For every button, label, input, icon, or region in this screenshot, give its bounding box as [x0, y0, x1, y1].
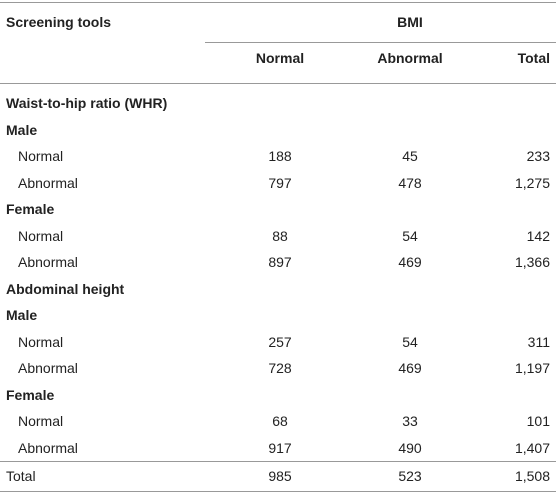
group-title: Male: [6, 307, 38, 323]
row-label: Abnormal: [18, 439, 78, 456]
cell: 54: [402, 227, 418, 244]
stub-header: Screening tools: [6, 14, 112, 30]
cell: 188: [268, 148, 292, 164]
total-label: Total: [6, 468, 36, 484]
cell: 257: [268, 333, 292, 350]
cell: 478: [398, 174, 422, 191]
cell: 1,407: [514, 439, 550, 456]
total-rule: [0, 461, 556, 462]
cell: 54: [402, 333, 418, 350]
group-title: Female: [6, 201, 55, 217]
cell: 469: [398, 254, 422, 270]
cell: 1,197: [514, 360, 550, 376]
group-header: BMI: [397, 14, 423, 30]
cell: 1,366: [514, 254, 550, 270]
header-rule: [0, 83, 556, 84]
group-title: Male: [6, 121, 38, 138]
cell: 917: [268, 439, 292, 456]
cell: 523: [398, 468, 422, 484]
row-label: Normal: [18, 333, 64, 350]
column-header: Total: [517, 50, 550, 66]
column-header: Abnormal: [377, 50, 443, 66]
cell: 233: [526, 148, 550, 164]
cell: 33: [402, 413, 418, 429]
row-label: Abnormal: [18, 174, 78, 191]
cell: 45: [402, 148, 418, 164]
row-label: Normal: [18, 413, 64, 429]
cell: 101: [526, 413, 550, 429]
cell: 68: [272, 413, 288, 429]
cell: 88: [272, 227, 288, 244]
group-title: Female: [6, 386, 55, 403]
column-header: Normal: [255, 50, 305, 66]
cell: 985: [268, 468, 292, 484]
row-label: Abnormal: [18, 254, 78, 270]
row-label: Normal: [18, 148, 64, 164]
cell: 897: [268, 254, 292, 270]
section-title: Abdominal height: [6, 280, 125, 297]
top-rule: [0, 2, 556, 3]
cell: 797: [268, 174, 292, 191]
cell: 311: [527, 333, 550, 350]
section-title: Waist-to-hip ratio (WHR): [6, 95, 168, 111]
cell: 490: [398, 439, 422, 456]
group-rule: [205, 42, 556, 43]
cell: 1,275: [514, 174, 550, 191]
row-label: Abnormal: [18, 360, 78, 376]
bottom-rule: [0, 491, 556, 492]
cell: 469: [398, 360, 422, 376]
cell: 1,508: [514, 468, 550, 484]
row-label: Normal: [18, 227, 64, 244]
cell: 142: [526, 227, 550, 244]
cell: 728: [268, 360, 292, 376]
